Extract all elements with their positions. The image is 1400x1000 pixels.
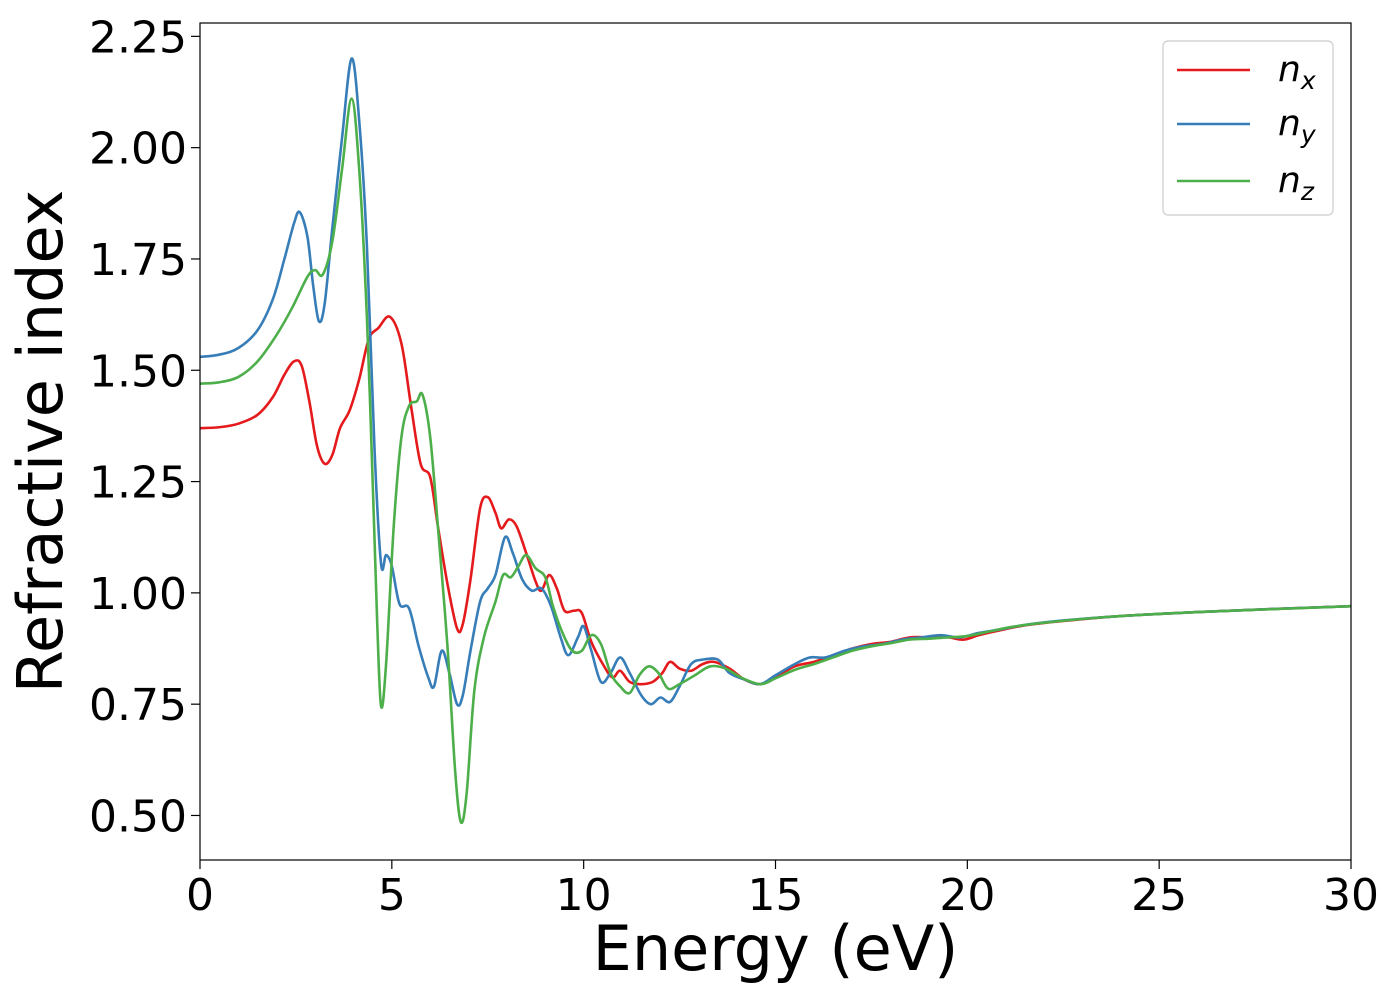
series-line-nz [199,97,1352,825]
y-tick-label: 0.50 [89,791,187,842]
y-axis-title: Refractive index [4,190,77,694]
legend-label-nz: nz [1278,160,1315,206]
legend: nx ny nz [1162,40,1334,216]
legend-box [1162,40,1334,216]
x-tick-label: 5 [378,870,406,921]
legend-label-ny: ny [1278,103,1317,149]
x-tick-label: 20 [939,870,995,921]
y-tick-label: 1.25 [89,458,187,509]
y-tick-label: 2.00 [89,124,187,175]
y-tick-label: 2.25 [89,12,187,63]
x-tick-label: 0 [186,870,214,921]
y-tick-label: 1.75 [89,235,187,286]
x-tick-label: 10 [556,870,612,921]
legend-label-nx: nx [1278,49,1316,95]
y-tick-label: 1.50 [89,346,187,397]
plot-lines [199,57,1352,825]
x-tick-label: 15 [748,870,804,921]
y-tick-label: 1.00 [89,569,187,620]
series-line-ny [199,57,1352,707]
x-axis-title: Energy (eV) [593,912,959,985]
x-tick-label: 25 [1131,870,1187,921]
x-axis-ticks: 0 5 10 15 20 25 30 [186,860,1379,921]
x-tick-label: 30 [1323,870,1379,921]
y-tick-label: 0.75 [89,680,187,731]
y-axis-ticks: 0.50 0.75 1.00 1.25 1.50 1.75 2.00 2.25 [89,12,200,842]
